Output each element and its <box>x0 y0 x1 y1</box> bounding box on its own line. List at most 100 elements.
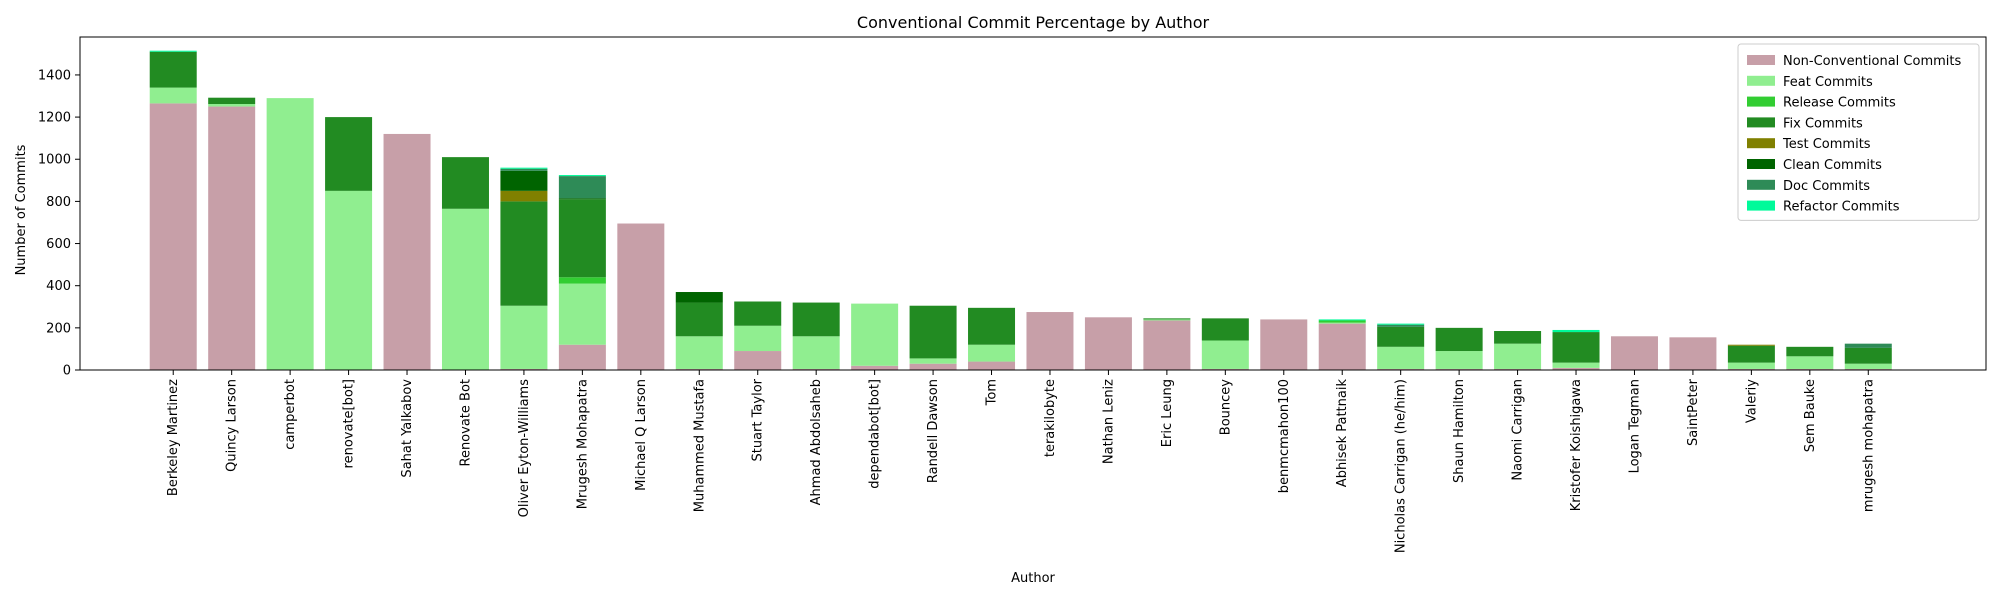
bar-segment <box>1494 343 1542 369</box>
x-tick-label: mrugesh mohapatra <box>1861 379 1876 512</box>
bar-segment <box>1610 336 1658 370</box>
legend-label: Refactor Commits <box>1783 200 1900 215</box>
x-tick-label: Randell Dawson <box>926 379 941 483</box>
bar-segment <box>909 358 957 364</box>
bar-segment <box>266 98 314 371</box>
bar-segment <box>1727 362 1775 369</box>
bar-segment <box>208 97 256 105</box>
y-axis: 0 200 400 600 800 1000 1200 1400 <box>38 68 80 379</box>
bar-segment <box>558 283 606 345</box>
bar-segment <box>1786 356 1834 369</box>
legend-swatch <box>1747 55 1775 65</box>
bar-segment <box>500 170 548 191</box>
bar-segment <box>734 325 782 352</box>
x-axis-label: Author <box>1011 571 1055 586</box>
x-tick-label: Renovate Bot <box>458 379 473 467</box>
bar-segment <box>500 190 548 202</box>
bar-segment <box>675 336 723 369</box>
x-tick-label: Muhammed Mustafa <box>692 379 707 512</box>
x-tick-label: dependabot[bot] <box>868 379 883 489</box>
bar-segment <box>149 51 197 88</box>
bar-segment <box>558 344 606 370</box>
bar-segment <box>500 305 548 369</box>
bar-segment <box>1844 343 1892 348</box>
bar-segment <box>1377 324 1425 327</box>
legend-swatch <box>1747 138 1775 149</box>
bar-segment <box>1201 340 1249 369</box>
bar-segment <box>208 106 256 371</box>
bar-segment <box>968 361 1016 370</box>
bar-segment <box>1552 332 1600 363</box>
bar-segment <box>1143 318 1191 320</box>
legend-swatch <box>1747 96 1775 107</box>
bar-segment <box>1552 329 1600 333</box>
y-tick-label: 1200 <box>38 111 71 126</box>
bar-segment <box>1026 312 1074 370</box>
x-tick-label: Mrugesh Mohapatra <box>575 379 590 509</box>
bar-segment <box>1786 368 1834 370</box>
bar-segment <box>149 103 197 370</box>
bar-segment <box>149 87 197 104</box>
bar-segment <box>675 292 723 303</box>
bar-segment <box>1727 368 1775 370</box>
bar-segment <box>1377 346 1425 369</box>
bar-segment <box>851 303 899 366</box>
bar-segment <box>1377 368 1425 370</box>
legend-swatch <box>1747 117 1775 128</box>
bar-segment <box>792 302 840 337</box>
x-tick-label: Kristofer Koishigawa <box>1569 379 1584 511</box>
bar-segment <box>1844 347 1892 364</box>
bar-segment <box>208 104 256 107</box>
bar-segment <box>149 50 197 52</box>
legend-label: Clean Commits <box>1783 158 1882 173</box>
x-tick-label: Abhisek Pattnaik <box>1335 379 1350 488</box>
x-tick-label: Shaun Hamilton <box>1452 379 1467 483</box>
legend-label: Non-Conventional Commits <box>1783 54 1961 69</box>
bar-segment <box>734 351 782 370</box>
legend-label: Fix Commits <box>1783 116 1863 131</box>
y-axis-label: Number of Commits <box>14 144 29 275</box>
legend-label: Release Commits <box>1783 96 1896 111</box>
x-tick-label: Naomi Carrigan <box>1511 379 1526 481</box>
bar-segment <box>1844 363 1892 369</box>
bar-segment <box>325 117 373 191</box>
bar-segment <box>1318 319 1366 321</box>
bar-segment <box>1143 320 1191 370</box>
x-tick-label: Ahmad Abdolsaheb <box>809 379 824 505</box>
bar-segment <box>325 190 373 370</box>
bar-segment <box>909 363 957 370</box>
bar-segment <box>558 277 606 284</box>
bar-segment <box>1727 345 1775 363</box>
bar-segment <box>968 307 1016 345</box>
bar-segment <box>1318 323 1366 370</box>
bar-segment <box>1844 368 1892 370</box>
x-tick-label: Nathan Leniz <box>1101 379 1116 464</box>
bar-segment <box>500 201 548 306</box>
legend: Non-Conventional Commits Feat Commits Rele… <box>1737 43 1980 221</box>
legend-label: Doc Commits <box>1783 179 1870 194</box>
bar-segment <box>558 198 606 200</box>
bar-segment <box>1260 319 1308 370</box>
bar-segment <box>1377 323 1425 325</box>
bar-segment <box>500 167 548 169</box>
legend-swatch <box>1747 159 1775 169</box>
bar-segment <box>617 223 665 370</box>
bar-segment <box>1727 344 1775 346</box>
bar-segment <box>1318 322 1366 324</box>
bar-segment <box>1377 326 1425 347</box>
bar-segment <box>500 368 548 370</box>
x-tick-label: renovate[bot] <box>342 379 357 468</box>
bar-segment <box>675 302 723 337</box>
bar-segment <box>441 157 489 209</box>
bar-segment <box>383 133 431 370</box>
x-tick-label: Eric Leung <box>1160 379 1175 447</box>
bar-segment <box>968 344 1016 362</box>
x-tick-label: Bouncey <box>1218 379 1233 435</box>
bar-segment <box>1435 327 1483 352</box>
bar-segment <box>1435 351 1483 369</box>
bar-segment <box>1494 331 1542 344</box>
y-tick-label: 800 <box>46 195 71 210</box>
x-tick-label: Sem Bauke <box>1803 379 1818 452</box>
